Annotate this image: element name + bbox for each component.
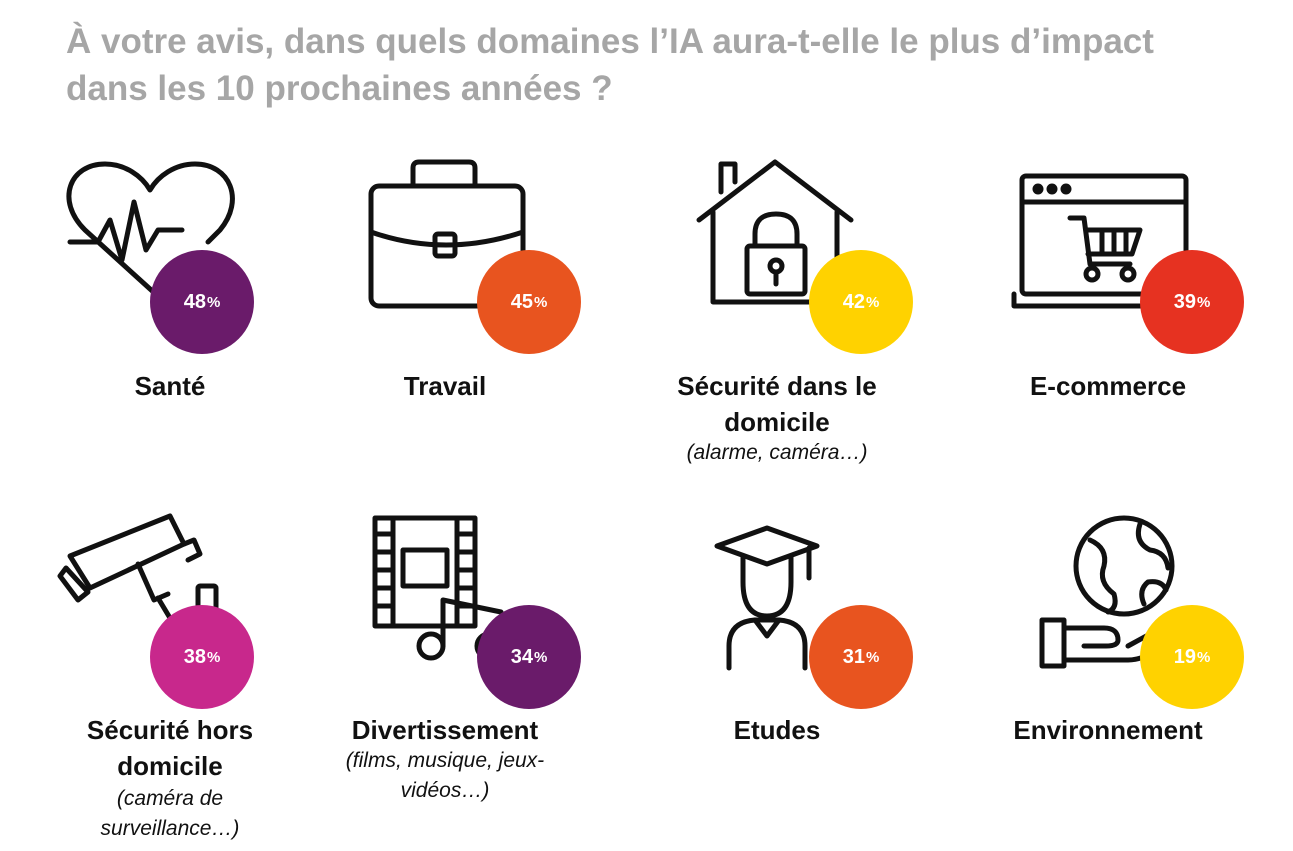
percentage-unit: % bbox=[865, 648, 880, 666]
percentage-unit: % bbox=[533, 648, 548, 666]
percentage-unit: % bbox=[206, 293, 221, 311]
house-lock-icon bbox=[637, 150, 917, 350]
domain-label-line: Sécurité dans le bbox=[677, 371, 877, 401]
domain-item-securite-domicile: 42% Sécurité dans le domicile (alarme, c… bbox=[637, 150, 917, 500]
domain-label: Santé bbox=[30, 368, 310, 404]
domain-label-line: domicile bbox=[724, 407, 830, 437]
percentage-badge: 38% bbox=[150, 605, 254, 709]
domain-sublabel-line: surveillance…) bbox=[100, 817, 240, 840]
domain-sublabel-line: (caméra de bbox=[116, 787, 224, 810]
chart-title-line-1: À votre avis, dans quels domaines l’IA a… bbox=[66, 22, 1154, 61]
domain-label: Divertissement bbox=[305, 712, 585, 748]
domain-item-ecommerce: 39% E-commerce bbox=[968, 150, 1248, 500]
domain-label: Etudes bbox=[637, 712, 917, 748]
percentage-badge: 39% bbox=[1140, 250, 1244, 354]
percentage-value: 34 bbox=[510, 645, 533, 668]
domain-label-line: Travail bbox=[403, 371, 487, 401]
domain-label: E-commerce bbox=[968, 368, 1248, 404]
percentage-unit: % bbox=[1196, 648, 1211, 666]
percentage-value: 31 bbox=[842, 645, 865, 668]
percentage-badge: 34% bbox=[477, 605, 581, 709]
chart-title-line-2: dans les 10 prochaines années ? bbox=[66, 69, 613, 108]
domain-label: Sécurité dans le domicile bbox=[637, 368, 917, 440]
domain-label-line: Santé bbox=[134, 371, 206, 401]
percentage-value: 48 bbox=[183, 290, 206, 313]
briefcase-icon bbox=[305, 150, 585, 350]
domain-item-sante: 48% Santé bbox=[30, 150, 310, 500]
percentage-value: 39 bbox=[1173, 290, 1196, 313]
percentage-unit: % bbox=[533, 293, 548, 311]
security-camera-icon bbox=[30, 500, 310, 700]
percentage-badge: 19% bbox=[1140, 605, 1244, 709]
percentage-unit: % bbox=[1196, 293, 1211, 311]
domain-label: Sécurité hors domicile bbox=[30, 712, 310, 784]
chart-title: À votre avis, dans quels domaines l’IA a… bbox=[66, 18, 1281, 112]
domain-label-line: Environnement bbox=[1013, 715, 1203, 745]
percentage-unit: % bbox=[865, 293, 880, 311]
film-music-icon bbox=[305, 500, 585, 700]
domain-label-line: Sécurité hors bbox=[86, 715, 254, 745]
domain-sublabel: (caméra de surveillance…) bbox=[30, 784, 310, 844]
domain-sublabel: (alarme, caméra…) bbox=[637, 438, 917, 468]
domain-item-securite-hors-domicile: 38% Sécurité hors domicile (caméra de su… bbox=[30, 500, 310, 850]
percentage-unit: % bbox=[206, 648, 221, 666]
domain-sublabel: (films, musique, jeux- vidéos…) bbox=[305, 746, 585, 806]
percentage-badge: 48% bbox=[150, 250, 254, 354]
heart-pulse-icon bbox=[30, 150, 310, 350]
percentage-value: 38 bbox=[183, 645, 206, 668]
domain-label-line: Divertissement bbox=[351, 715, 539, 745]
domain-sublabel-line: (films, musique, jeux- bbox=[345, 749, 545, 772]
domain-item-travail: 45% Travail bbox=[305, 150, 585, 500]
percentage-value: 19 bbox=[1173, 645, 1196, 668]
domain-label-line: E-commerce bbox=[1029, 371, 1187, 401]
percentage-badge: 42% bbox=[809, 250, 913, 354]
domain-item-environnement: 19% Environnement bbox=[968, 500, 1248, 850]
percentage-value: 42 bbox=[842, 290, 865, 313]
domain-item-divertissement: 34% Divertissement (films, musique, jeux… bbox=[305, 500, 585, 850]
graduate-icon bbox=[637, 500, 917, 700]
domain-label: Environnement bbox=[968, 712, 1248, 748]
domain-sublabel-line: (alarme, caméra…) bbox=[686, 441, 868, 464]
percentage-badge: 45% bbox=[477, 250, 581, 354]
percentage-badge: 31% bbox=[809, 605, 913, 709]
percentage-value: 45 bbox=[510, 290, 533, 313]
domain-label-line: domicile bbox=[117, 751, 223, 781]
domain-label-line: Etudes bbox=[733, 715, 821, 745]
domain-label: Travail bbox=[305, 368, 585, 404]
domain-sublabel-line: vidéos…) bbox=[400, 779, 490, 802]
domain-item-etudes: 31% Etudes bbox=[637, 500, 917, 850]
